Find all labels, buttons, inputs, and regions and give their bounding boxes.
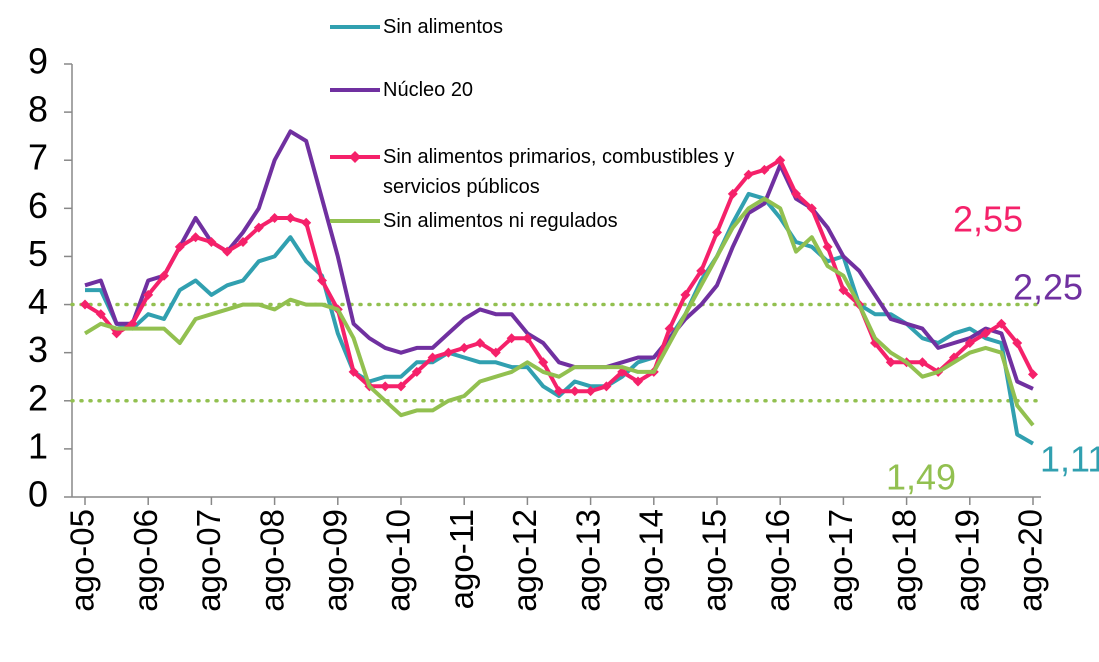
series-marker bbox=[601, 381, 612, 392]
series-marker bbox=[206, 237, 217, 248]
series-marker bbox=[1012, 338, 1023, 349]
series-marker bbox=[712, 227, 722, 238]
series-marker bbox=[411, 366, 422, 377]
y-tick-label: 8 bbox=[28, 89, 48, 130]
series-marker bbox=[301, 217, 312, 228]
series-marker bbox=[285, 212, 296, 223]
x-tick-label: ago-05 bbox=[64, 509, 101, 612]
series-marker bbox=[1028, 369, 1038, 380]
y-tick-label: 9 bbox=[28, 41, 48, 82]
series-marker bbox=[917, 357, 928, 368]
series-marker bbox=[538, 357, 549, 368]
series-marker bbox=[522, 333, 533, 344]
series-marker bbox=[253, 222, 264, 233]
series-marker bbox=[190, 232, 201, 243]
legend-label: Núcleo 20 bbox=[383, 79, 474, 101]
x-tick-label: ago-13 bbox=[569, 509, 606, 612]
series-marker bbox=[459, 342, 470, 353]
legend-marker bbox=[349, 151, 361, 163]
y-tick-label: 7 bbox=[28, 137, 48, 178]
x-tick-label: ago-20 bbox=[1012, 509, 1049, 612]
series-marker bbox=[822, 241, 833, 252]
x-tick-label: ago-08 bbox=[253, 509, 290, 612]
series-marker bbox=[759, 164, 770, 175]
x-tick-label: ago-18 bbox=[885, 509, 922, 612]
end-label: 2,25 bbox=[1013, 267, 1083, 308]
y-tick-label: 6 bbox=[28, 185, 48, 226]
y-tick-label: 0 bbox=[28, 474, 48, 515]
series-marker bbox=[95, 309, 106, 320]
legend-label: Sin alimentos ni regulados bbox=[383, 210, 618, 232]
series-marker bbox=[743, 169, 754, 180]
series-marker bbox=[127, 318, 138, 329]
series-marker bbox=[569, 386, 580, 397]
series-marker bbox=[506, 333, 517, 344]
series-marker bbox=[222, 246, 233, 257]
series-marker bbox=[885, 357, 896, 368]
series-marker bbox=[838, 285, 849, 296]
series-marker bbox=[159, 270, 169, 281]
series-marker bbox=[380, 381, 391, 392]
series-line bbox=[83, 196, 1035, 427]
end-label: 1,49 bbox=[886, 457, 956, 498]
series-marker bbox=[269, 212, 280, 223]
x-tick-label: ago-12 bbox=[506, 509, 543, 612]
series-marker bbox=[775, 155, 786, 166]
series-marker bbox=[980, 328, 991, 339]
x-tick-label: ago-14 bbox=[633, 509, 670, 612]
series-marker bbox=[317, 275, 327, 286]
y-tick-label: 3 bbox=[28, 329, 48, 370]
x-tick-label: ago-19 bbox=[949, 509, 986, 612]
series-marker bbox=[427, 352, 438, 363]
series-marker bbox=[348, 366, 359, 377]
end-label: 2,55 bbox=[953, 199, 1023, 240]
series-marker bbox=[238, 237, 248, 248]
x-tick-label: ago-17 bbox=[822, 509, 859, 612]
x-tick-label: ago-15 bbox=[696, 509, 733, 612]
series-marker bbox=[680, 289, 691, 300]
y-tick-label: 2 bbox=[28, 377, 48, 418]
series-marker bbox=[111, 328, 122, 339]
series-marker bbox=[696, 265, 707, 276]
series-marker bbox=[791, 188, 801, 199]
series-line bbox=[84, 129, 1034, 391]
y-tick-label: 4 bbox=[28, 281, 48, 322]
series-marker bbox=[806, 203, 817, 214]
x-tick-label: ago-16 bbox=[759, 509, 796, 612]
series-marker bbox=[554, 386, 564, 397]
series-marker bbox=[174, 241, 185, 252]
legend-label: Sin alimentos primarios, combustibles y … bbox=[383, 146, 735, 198]
end-label: 1,11 bbox=[1040, 439, 1099, 480]
x-tick-label: ago-06 bbox=[127, 509, 164, 612]
legend-label: Sin alimentos bbox=[383, 16, 504, 38]
x-tick-label: ago-11 bbox=[443, 509, 480, 609]
series-marker bbox=[396, 381, 406, 392]
series-marker bbox=[633, 376, 643, 387]
y-tick-label: 1 bbox=[28, 425, 48, 466]
series-marker bbox=[727, 188, 738, 199]
series-marker bbox=[443, 347, 454, 358]
series-marker bbox=[143, 289, 154, 300]
series-marker bbox=[475, 338, 485, 349]
series-marker bbox=[585, 386, 596, 397]
x-tick-label: ago-09 bbox=[317, 509, 354, 612]
series-marker bbox=[490, 347, 501, 358]
series-marker bbox=[80, 299, 90, 310]
x-tick-label: ago-07 bbox=[190, 509, 227, 612]
y-tick-label: 5 bbox=[28, 233, 48, 274]
series-marker bbox=[664, 323, 675, 334]
series-marker bbox=[964, 338, 975, 349]
series-marker bbox=[996, 318, 1007, 329]
x-tick-label: ago-10 bbox=[380, 509, 417, 612]
